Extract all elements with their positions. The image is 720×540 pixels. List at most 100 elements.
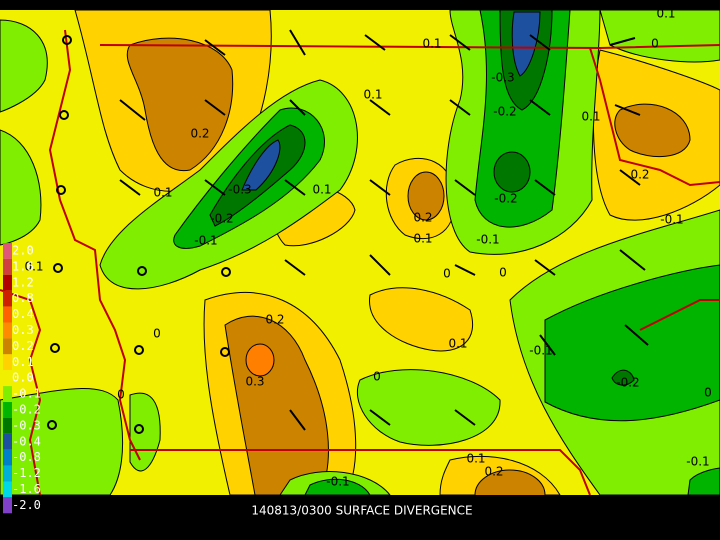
contour-labels: -0.1 [476, 233, 499, 247]
contour-neg-0-1 [0, 387, 124, 495]
legend-label: -0.3 [12, 418, 41, 432]
contour-neg-0-1 [356, 369, 501, 446]
contour-neg-0-1 [129, 392, 161, 472]
contour-labels: -0.2 [494, 192, 517, 206]
legend-swatch [3, 274, 12, 291]
legend-swatch [3, 465, 12, 482]
contour-labels: 0.1 [422, 37, 441, 51]
state-border [589, 47, 720, 187]
legend-label: -0.2 [12, 402, 41, 416]
legend-swatch [3, 322, 12, 339]
contour-labels: 0 [499, 266, 507, 280]
station [47, 420, 57, 430]
contour-labels: -0.1 [326, 475, 349, 489]
state-border [0, 289, 42, 495]
contour-labels: -0.2 [210, 212, 233, 226]
contour-0-3 [245, 343, 275, 377]
station [47, 35, 231, 434]
legend-label: 1.2 [12, 275, 34, 289]
contour-labels: 0.2 [265, 313, 284, 327]
contour-labels: -0.2 [493, 105, 516, 119]
contour-labels: 0.2 [630, 168, 649, 182]
contour-labels: -0.2 [616, 376, 639, 390]
legend: 2.0 1.6 1.2 0.8 0.4 0.3 0.2 0.1 0.0 -0.1-0.2 -0.3 -… [3, 243, 41, 514]
legend-label: -0.8 [12, 450, 41, 464]
contour-neg-0-3 [493, 151, 531, 193]
legend-label: -1.6 [12, 482, 41, 496]
state-border [0, 29, 720, 495]
station [62, 35, 72, 45]
legend-label: 0.1 [12, 355, 34, 369]
state-border [99, 44, 720, 50]
legend-swatch [3, 370, 12, 387]
contour-labels: -0.3 [228, 183, 251, 197]
contour-labels: 0.1 [581, 110, 600, 124]
contour-labels: 0 [704, 386, 712, 400]
legend-swatch [3, 306, 12, 323]
contour-labels: 0.1 [24, 260, 43, 274]
station [134, 424, 144, 434]
legend-swatch [3, 290, 12, 307]
contour-labels: 0.2 [190, 127, 209, 141]
state-border [48, 29, 141, 461]
legend-swatch [3, 258, 12, 275]
contour-labels: -0.3 [491, 71, 514, 85]
contour-neg-0-4 [511, 11, 541, 77]
contour-0-2 [407, 171, 445, 221]
contour-neg-0-2 [544, 264, 720, 422]
contour-neg-0-1 [0, 19, 48, 113]
legend-label: 2.0 [12, 243, 34, 257]
legend-swatch [3, 402, 12, 418]
legend-label: -0.1 [12, 387, 41, 401]
contour-labels: 0.1 0.1 0 -0.3 0.1 -0.2 0.1 0.2 0.2 0.1 … [24, 7, 711, 489]
field [0, 10, 720, 495]
wind-barb [284, 249, 646, 276]
contour-neg-0-2 [687, 467, 720, 495]
contour-labels: -0.1 [660, 213, 683, 227]
contour-neg-0-2 [304, 478, 371, 495]
contour-labels: 0.1 [312, 183, 331, 197]
contour-0-2 [474, 469, 546, 495]
legend-swatch [3, 386, 12, 402]
station [50, 343, 60, 353]
contour-labels: -0.1 [194, 234, 217, 248]
legend-swatch [3, 481, 12, 498]
wind-barb [119, 29, 649, 431]
contour-labels: 0 [153, 327, 161, 341]
contour-neg-0-4 [241, 11, 541, 191]
wind-barb [119, 169, 641, 196]
station [134, 345, 144, 355]
contour-labels: 0.1 [153, 186, 172, 200]
contour-labels: 0.1 [466, 452, 485, 466]
legend-swatch [3, 354, 12, 371]
contour-labels: -0.1 [686, 455, 709, 469]
legend-swatch [3, 243, 12, 259]
legend-label: 0.3 [12, 323, 34, 337]
legend-swatch [3, 449, 12, 466]
legend-label: -0.4 [12, 434, 41, 448]
station [137, 266, 147, 276]
station [56, 185, 66, 195]
legend-label: -1.2 [12, 466, 41, 480]
contour-labels: 0.1 [363, 88, 382, 102]
contour-labels: 0 [117, 388, 125, 402]
wind-barb [119, 29, 636, 121]
legend-swatch [3, 433, 12, 450]
contour-labels: 0.3 [245, 375, 264, 389]
legend-swatch [3, 497, 12, 514]
contour-labels: 0.2 [484, 465, 503, 479]
contour-labels: 0.1 [448, 337, 467, 351]
contour-0-1 [369, 287, 474, 352]
legend-label: 0.4 [12, 307, 34, 321]
contour-0-2 [614, 103, 691, 158]
station [220, 347, 230, 357]
station [53, 263, 63, 273]
wind-barb [289, 324, 649, 431]
legend-swatch [3, 338, 12, 355]
legend-label: 0.0 [12, 371, 34, 385]
contour-labels: 0 [443, 267, 451, 281]
wind-barb [204, 99, 641, 116]
contour-labels: -0.1 [529, 344, 552, 358]
contour-labels: 0.1 [656, 7, 675, 21]
